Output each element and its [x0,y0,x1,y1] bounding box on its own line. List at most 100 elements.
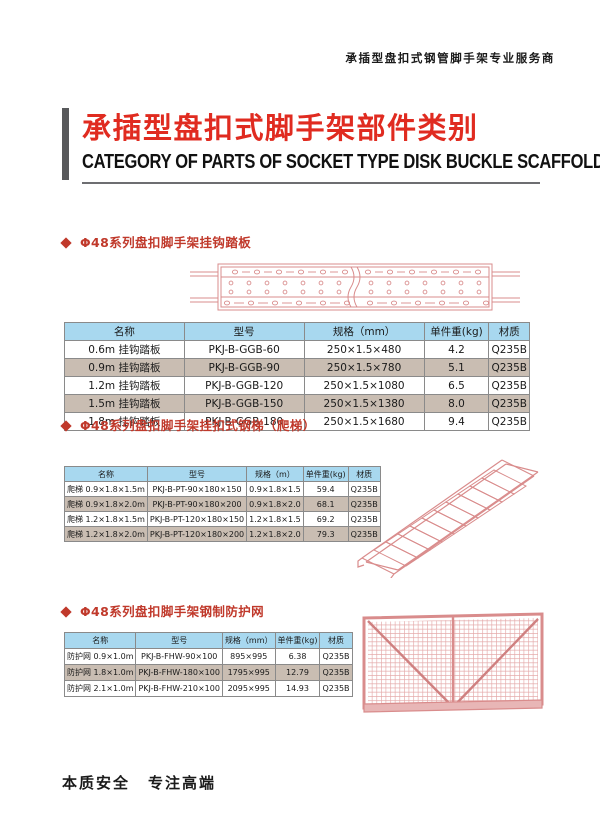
title-underline-rule [82,182,540,184]
col-header-name: 名称 [64,466,148,482]
company-tagline: 承插型盘扣式钢管脚手架专业服务商 [345,51,555,65]
col-header-model: 型号 [135,632,223,649]
table-ladders: 名称 型号 规格（m） 单件重(kg) 材质 爬梯 0.9×1.8×1.5m P… [64,466,381,542]
section-heading-protective-net: Φ48系列盘扣脚手架钢制防护网 [60,601,264,620]
table-header-row: 名称 型号 规格（mm） 单件重(kg) 材质 [63,632,353,649]
cell-name: 爬梯 1.2×1.8×1.5m [64,511,148,527]
cell-material: Q235B [488,358,530,377]
col-header-model: 型号 [146,466,248,482]
cell-spec: 250×1.5×1380 [303,394,425,413]
cell-spec: 1795×995 [221,664,276,681]
cell-weight: 69.2 [302,511,349,527]
diamond-bullet-icon [60,606,72,618]
cell-name: 防护网 0.9×1.0m [63,648,137,665]
cell-material: Q235B [347,481,381,497]
table-header-row: 名称 型号 规格（mm） 单件重(kg) 材质 [64,322,530,341]
cell-name: 爬梯 0.9×1.8×2.0m [64,496,148,512]
cell-name: 防护网 1.8×1.0m [63,664,137,681]
title-accent-bar [62,108,69,180]
cell-spec: 0.9×1.8×2.0 [246,496,304,512]
cell-material: Q235B [347,496,381,512]
cell-model: PKJ-B-GGB-60 [183,340,305,359]
table-hook-planks: 名称 型号 规格（mm） 单件重(kg) 材质 0.6m 挂钩踏板 PKJ-B-… [64,322,530,431]
cell-spec: 250×1.5×780 [303,358,425,377]
col-header-model: 型号 [183,322,305,341]
ladder-drawing [357,459,539,578]
page-title-english: CATEGORY OF PARTS OF SOCKET TYPE DISK BU… [82,150,600,174]
cell-weight: 4.2 [423,340,490,359]
cell-material: Q235B [488,340,530,359]
cell-model: PKJ-B-PT-90×180×200 [146,496,248,512]
col-header-weight: 单件重(kg) [423,322,490,341]
cell-material: Q235B [319,680,353,697]
table-row: 1.8m 挂钩踏板 PKJ-B-GGB-180 250×1.5×1680 9.4… [64,412,530,431]
cell-weight: 68.1 [302,496,349,512]
cell-name: 爬梯 1.2×1.8×2.0m [64,526,148,542]
table-row: 1.5m 挂钩踏板 PKJ-B-GGB-150 250×1.5×1380 8.0… [64,394,530,413]
col-header-spec: 规格（mm） [221,632,276,649]
table-row: 爬梯 1.2×1.8×1.5m PKJ-B-PT-120×180×150 1.2… [64,511,381,527]
cell-spec: 0.9×1.8×1.5 [246,481,304,497]
table-row: 0.6m 挂钩踏板 PKJ-B-GGB-60 250×1.5×480 4.2 Q… [64,340,530,359]
col-header-spec: 规格（mm） [303,322,425,341]
cell-weight: 12.79 [274,664,321,681]
cell-model: PKJ-B-FHW-90×100 [135,648,223,665]
cell-model: PKJ-B-GGB-150 [183,394,305,413]
footer-slogan-right: 专注高端 [148,774,217,792]
cell-weight: 14.93 [274,680,321,697]
cell-model: PKJ-B-PT-120×180×150 [146,511,248,527]
cell-model: PKJ-B-GGB-180 [183,412,305,431]
cell-name: 防护网 2.1×1.0m [63,680,137,697]
section-heading-label: Φ48系列盘扣脚手架挂扣式钢梯（爬梯） [80,418,316,433]
cell-weight: 9.4 [423,412,490,431]
cell-material: Q235B [319,648,353,665]
cell-name: 1.2m 挂钩踏板 [64,376,185,395]
page-title-block: 承插型盘扣式脚手架部件类别 CATEGORY OF PARTS OF SOCKE… [62,108,600,184]
cell-weight: 6.5 [423,376,490,395]
page-title-chinese: 承插型盘扣式脚手架部件类别 [82,111,479,145]
cell-weight: 59.4 [302,481,349,497]
cell-model: PKJ-B-GGB-90 [183,358,305,377]
cell-spec: 895×995 [221,648,276,665]
col-header-weight: 单件重(kg) [302,466,349,482]
cell-model: PKJ-B-GGB-120 [183,376,305,395]
cell-model: PKJ-B-FHW-210×100 [135,680,223,697]
diamond-bullet-icon [60,237,72,249]
cell-spec: 1.2×1.8×2.0 [246,526,304,542]
cell-name: 0.6m 挂钩踏板 [64,340,185,359]
cell-material: Q235B [347,511,381,527]
col-header-weight: 单件重(kg) [274,632,321,649]
cell-model: PKJ-B-PT-90×180×150 [146,481,248,497]
cell-spec: 2095×995 [221,680,276,697]
table-protective-nets: 名称 型号 规格（mm） 单件重(kg) 材质 防护网 0.9×1.0m PKJ… [63,632,353,697]
table-row: 防护网 1.8×1.0m PKJ-B-FHW-180×100 1795×995 … [63,664,353,681]
cell-model: PKJ-B-PT-120×180×200 [146,526,248,542]
col-header-material: 材质 [319,632,353,649]
table-row: 爬梯 0.9×1.8×2.0m PKJ-B-PT-90×180×200 0.9×… [64,496,381,512]
col-header-material: 材质 [347,466,381,482]
cell-model: PKJ-B-FHW-180×100 [135,664,223,681]
cell-weight: 6.38 [274,648,321,665]
cell-material: Q235B [319,664,353,681]
table-row: 爬梯 0.9×1.8×1.5m PKJ-B-PT-90×180×150 0.9×… [64,481,381,497]
col-header-name: 名称 [63,632,137,649]
cell-weight: 8.0 [423,394,490,413]
cell-name: 爬梯 0.9×1.8×1.5m [64,481,148,497]
section-heading-label: Φ48系列盘扣脚手架挂钩踏板 [80,235,252,250]
col-header-spec: 规格（m） [246,466,304,482]
cell-name: 0.9m 挂钩踏板 [64,358,185,377]
diamond-bullet-icon [60,420,72,432]
cell-spec: 250×1.5×480 [303,340,425,359]
cell-name: 1.8m 挂钩踏板 [64,412,185,431]
section-heading-ladder: Φ48系列盘扣脚手架挂扣式钢梯（爬梯） [60,415,316,434]
cell-material: Q235B [347,526,381,542]
section-heading-hook-plank: Φ48系列盘扣脚手架挂钩踏板 [60,232,252,251]
cell-spec: 1.2×1.8×1.5 [246,511,304,527]
cell-material: Q235B [488,376,530,395]
protective-net-drawing [362,612,544,713]
table-header-row: 名称 型号 规格（m） 单件重(kg) 材质 [64,466,381,482]
cell-spec: 250×1.5×1080 [303,376,425,395]
footer-slogan-left: 本质安全 [62,774,131,792]
table-row: 防护网 0.9×1.0m PKJ-B-FHW-90×100 895×995 6.… [63,648,353,665]
cell-spec: 250×1.5×1680 [303,412,425,431]
